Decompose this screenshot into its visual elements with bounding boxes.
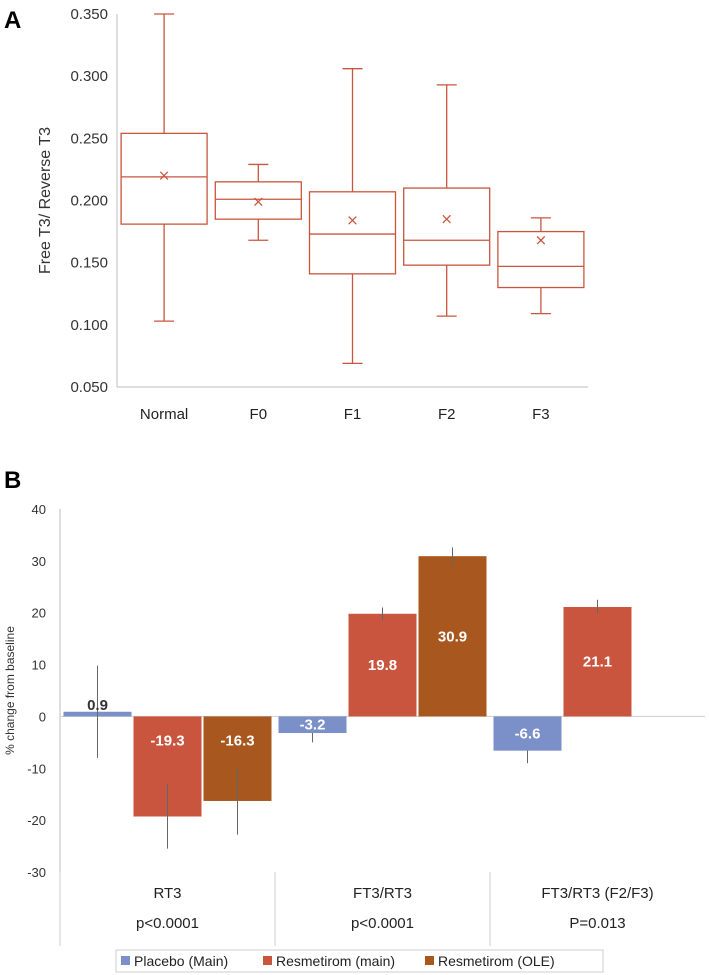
iqr-box <box>214 181 302 220</box>
panel-a-box-plot: 0.050 0.100 0.150 0.200 0.250 0.300 0.350 Free … <box>37 6 588 423</box>
mean-marker <box>536 236 546 245</box>
data-label: -16.3 <box>220 732 254 749</box>
iqr-box <box>120 132 208 225</box>
legend-entry: Placebo (Main) <box>134 953 228 969</box>
x-category-label: F0 <box>250 406 268 423</box>
bar <box>278 716 347 734</box>
y-tick-label: 0.300 <box>70 68 108 85</box>
bar <box>563 607 632 717</box>
y-tick-label: -30 <box>27 865 46 880</box>
panel-b-bar-chart: -30 -20 -10 0 10 20 30 40 % change from baseline… <box>3 502 705 973</box>
x-category-label: FT3/RT3 <box>353 885 412 902</box>
p-value-label: p<0.0001 <box>351 915 414 932</box>
bar <box>493 716 562 751</box>
y-tick-label: 40 <box>32 502 46 517</box>
data-label: -19.3 <box>150 732 184 749</box>
mean-marker <box>442 214 451 224</box>
legend-entry: Resmetirom (OLE) <box>438 953 555 969</box>
y-tick-label: 0.150 <box>70 255 108 272</box>
legend: Placebo (Main) Resmetirom (main) Resmetiro… <box>115 949 604 973</box>
mean-marker <box>348 216 357 225</box>
legend-swatch <box>425 956 434 965</box>
panel-letter-b: B <box>4 467 21 494</box>
legend-entry: Resmetirom (main) <box>276 953 395 969</box>
bar <box>418 556 487 717</box>
x-category-label: F3 <box>532 406 550 423</box>
x-category-label: F2 <box>438 406 456 423</box>
x-category-label: F1 <box>344 406 362 423</box>
iqr-box <box>308 191 397 275</box>
y-tick-label: 0.250 <box>70 130 108 147</box>
y-axis-title: % change from baseline <box>3 626 17 755</box>
iqr-box <box>403 187 491 266</box>
panel-letter-a: A <box>4 7 21 34</box>
y-tick-label: -10 <box>27 761 46 776</box>
y-tick-label: -20 <box>27 813 46 828</box>
y-tick-label: 20 <box>32 606 46 621</box>
y-tick-label: 0.100 <box>70 317 108 334</box>
p-value-label: P=0.013 <box>569 915 625 932</box>
y-axis-title: Free T3/ Reverse T3 <box>37 127 54 274</box>
bar <box>348 613 417 717</box>
legend-swatch <box>263 956 272 965</box>
data-label: 19.8 <box>368 657 397 674</box>
data-label: 0.9 <box>87 697 108 714</box>
y-tick-label: 0.350 <box>70 6 108 23</box>
data-label: -6.6 <box>515 726 541 743</box>
legend-frame <box>115 949 604 973</box>
mean-marker <box>254 197 263 207</box>
x-category-label: RT3 <box>153 885 181 902</box>
y-tick-label: 30 <box>32 554 46 569</box>
legend-swatch <box>121 956 130 965</box>
y-tick-label: 10 <box>32 658 46 673</box>
y-tick-label: 0.200 <box>70 193 108 210</box>
y-tick-label: 0.050 <box>70 379 108 396</box>
data-label: 30.9 <box>438 628 467 645</box>
y-tick-label: 0 <box>39 709 46 724</box>
p-value-label: p<0.0001 <box>136 915 199 932</box>
mean-marker <box>159 171 169 180</box>
x-category-label: Normal <box>140 406 188 423</box>
x-category-label: FT3/RT3 (F2/F3) <box>541 885 653 902</box>
data-label: 21.1 <box>583 654 612 671</box>
data-label: -3.2 <box>300 717 326 734</box>
